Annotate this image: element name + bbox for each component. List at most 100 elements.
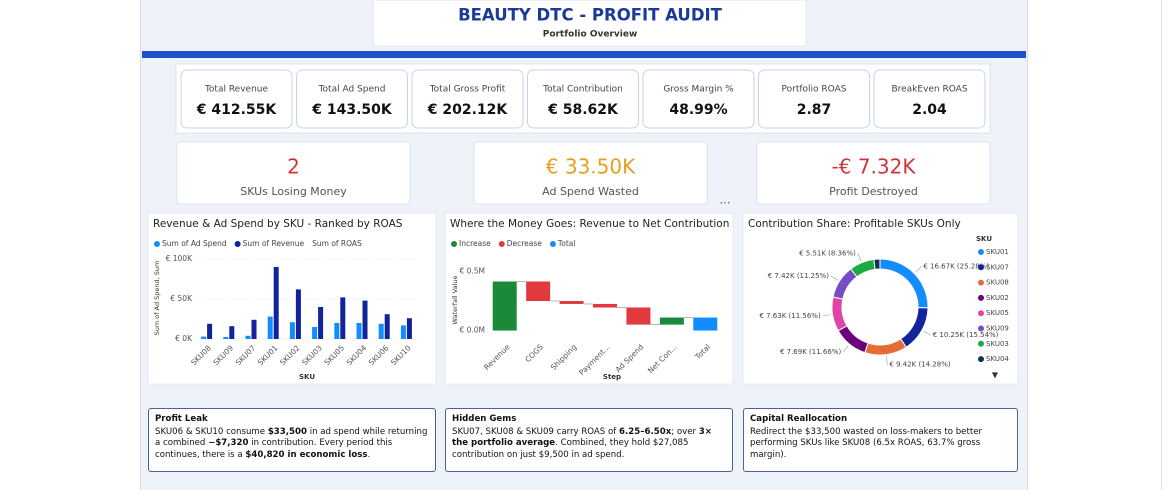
bar — [384, 314, 390, 339]
y-tick-label: € 0.5M — [459, 266, 485, 275]
waterfall-bar — [659, 317, 684, 325]
chart-title: Revenue & Ad Spend by SKU - Ranked by RO… — [153, 218, 403, 230]
legend-label: Sum of ROAS — [312, 239, 362, 248]
highlight-value: -€ 7.32K — [832, 155, 917, 179]
note-text: ; over — [671, 426, 699, 437]
bar — [245, 335, 251, 339]
legend-label: SKU09 — [986, 325, 1009, 333]
waterfall-bar — [526, 281, 551, 301]
insight-note: Profit Leak SKU06 & SKU10 consume $33,500… — [148, 408, 436, 472]
legend-label: SKU07 — [986, 263, 1009, 271]
x-axis-title: Step — [603, 373, 621, 381]
bar — [378, 323, 384, 339]
bar — [273, 267, 279, 339]
bar — [356, 323, 362, 339]
note-title: Profit Leak — [155, 414, 208, 424]
leader-line — [857, 253, 862, 261]
data-label: € 5.51K (8.36%) — [799, 249, 856, 257]
waterfall-bar — [492, 281, 517, 331]
bar — [289, 322, 295, 339]
highlight-value: € 33.50K — [546, 155, 636, 179]
kpi-label: Gross Margin % — [663, 85, 734, 95]
kpi-card — [411, 69, 524, 129]
kpi-label: Total Contribution — [542, 85, 623, 95]
highlight-label: Profit Destroyed — [829, 185, 918, 198]
bar — [400, 325, 406, 339]
highlight-label: Ad Spend Wasted — [542, 185, 639, 198]
kpi-label: BreakEven ROAS — [891, 85, 967, 95]
data-label: € 9.42K (14.28%) — [889, 361, 951, 369]
y-tick-label: € 0K — [175, 334, 193, 343]
legend-swatch — [154, 241, 160, 247]
x-axis-title: SKU — [299, 373, 315, 381]
note-text: . — [367, 449, 371, 460]
bar — [251, 319, 257, 339]
waterfall-bar — [693, 317, 718, 331]
legend-swatch — [451, 241, 457, 247]
bar — [340, 297, 346, 339]
bar — [267, 316, 273, 339]
bar — [201, 336, 207, 339]
waterfall-bar — [559, 301, 584, 304]
note-text: −$7,320 — [208, 438, 249, 448]
kpi-value: € 58.62K — [547, 102, 619, 118]
legend-label: SKU05 — [986, 309, 1009, 317]
chart-title: Where the Money Goes: Revenue to Net Con… — [450, 218, 729, 230]
legend-swatch — [978, 279, 984, 286]
highlight-card — [176, 141, 411, 205]
insight-note: Capital Reallocation Redirect the $33,500… — [743, 408, 1018, 472]
legend-swatch — [234, 241, 241, 247]
data-label: € 10.25K (15.54%) — [933, 331, 999, 339]
data-label: € 16.67K (25.28%) — [923, 262, 989, 270]
kpi-value: € 412.55K — [196, 102, 278, 118]
kpi-value: 2.87 — [797, 102, 832, 118]
legend-swatch — [498, 241, 505, 247]
bar — [312, 327, 318, 339]
legend-label: SKU08 — [986, 279, 1009, 287]
highlight-value: 2 — [287, 155, 300, 179]
legend-swatch — [978, 356, 984, 363]
legend-label: Decrease — [507, 239, 543, 248]
note-text: . Combined, they hold $27,085 contributi… — [452, 438, 689, 460]
kpi-label: Total Gross Profit — [429, 85, 506, 95]
y-tick-label: € 0.0M — [459, 326, 485, 335]
legend-swatch — [978, 340, 984, 347]
bar — [295, 289, 301, 339]
kpi-card — [180, 69, 293, 129]
legend-swatch — [978, 264, 984, 271]
highlight-card — [756, 141, 991, 205]
kpi-card — [873, 69, 986, 129]
kpi-value: 48.99% — [669, 102, 727, 118]
legend-label: SKU01 — [986, 248, 1009, 256]
bar — [207, 323, 213, 339]
note-text: 6.25–6.50x — [619, 426, 672, 437]
visual-menu[interactable]: ⋯ — [720, 196, 731, 209]
note-title: Hidden Gems — [452, 414, 517, 424]
leader-line — [822, 314, 831, 317]
note-text: 3× the portfolio average — [452, 426, 712, 449]
header-stripe — [142, 51, 1026, 58]
kpi-card — [758, 69, 870, 129]
chart-title: Contribution Share: Profitable SKUs Only — [748, 218, 961, 230]
note-text: $33,500 — [267, 426, 307, 437]
legend-label: SKU03 — [986, 340, 1009, 348]
legend-label: Sum of Revenue — [243, 239, 305, 248]
waterfall-bar — [593, 303, 617, 308]
legend-label: SKU04 — [986, 355, 1009, 363]
header-subtitle: Portfolio Overview — [543, 30, 638, 40]
legend-label: Sum of Ad Spend — [162, 239, 227, 248]
kpi-value: 2.04 — [912, 102, 947, 118]
kpi-card — [642, 69, 755, 129]
data-label: € 7.69K (11.66%) — [780, 348, 842, 356]
bar — [334, 323, 340, 339]
note-text: Redirect the $33,500 wasted on loss-make… — [750, 426, 983, 460]
data-label: € 7.63K (11.56%) — [759, 312, 821, 320]
legend-label: Increase — [459, 239, 491, 248]
legend-swatch — [978, 294, 984, 301]
legend-label: SKU02 — [986, 294, 1009, 302]
insight-note: Hidden Gems SKU07, SKU08 & SKU09 carry RO… — [445, 408, 733, 472]
note-text: SKU06 & SKU10 consume — [155, 426, 268, 437]
legend-scroll[interactable]: ▼ — [992, 371, 999, 380]
